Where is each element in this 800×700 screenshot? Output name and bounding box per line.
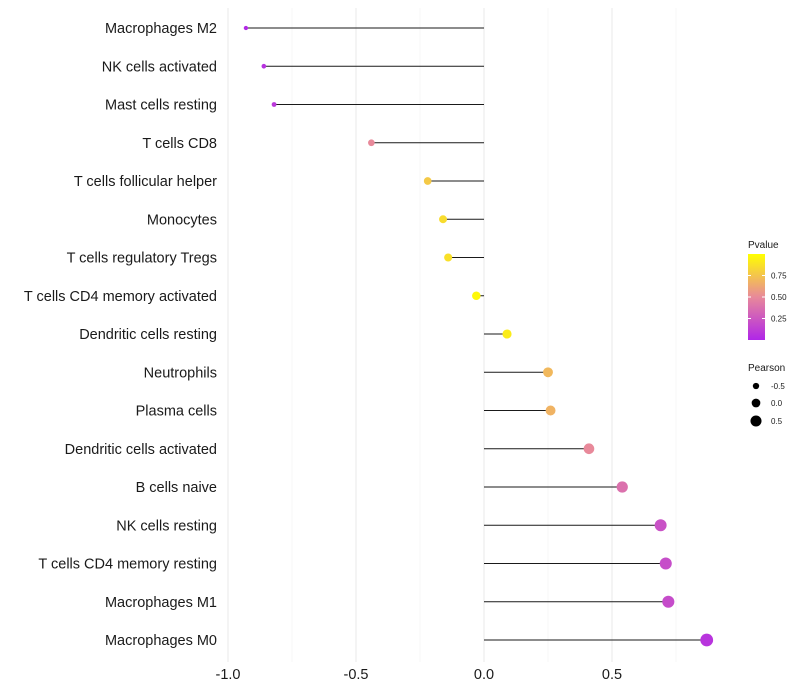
category-label: T cells CD4 memory resting [38,557,217,573]
lollipop-point [472,291,481,301]
category-label: Macrophages M1 [105,595,217,611]
x-tick-label: -1.0 [216,667,241,683]
legend-color-title: Pvalue [748,240,779,251]
category-label: Mast cells resting [105,98,217,114]
lollipop-point [271,102,277,107]
size-legend-point [752,382,760,390]
lollipop-point [583,443,595,455]
x-tick-labels: -1.0 -0.5 0.0 0.5 [216,667,623,683]
lollipop-point [439,215,448,224]
lollipop-point [423,177,432,185]
lollipop-point [700,633,714,647]
lollipop-point [243,25,249,31]
category-label: Monocytes [147,212,217,228]
category-label: B cells naive [136,480,217,496]
category-label: Dendritic cells activated [65,442,217,458]
colorbar-tick-label: 0.75 [771,272,787,281]
category-label: NK cells activated [102,59,217,75]
lollipop-point [616,481,628,493]
lollipop-point [261,63,267,69]
category-label: T cells follicular helper [74,174,217,190]
category-label: Plasma cells [136,404,217,420]
lollipop-points [243,25,714,647]
x-tick-label: -0.5 [344,667,369,683]
category-label: Neutrophils [144,365,217,381]
lollipop-point [368,139,375,147]
legend: Pvalue Pearson 0.75 0.50 0.25 -0.5 0.0 0.5 [748,240,787,427]
colorbar-tick-label: 0.50 [771,293,787,302]
x-tick-label: 0.5 [602,667,622,683]
x-tick-label: 0.0 [474,667,494,683]
lollipop-stems [245,27,707,641]
category-label: Macrophages M0 [105,633,217,649]
size-legend-label: -0.5 [771,382,785,391]
lollipop-point [502,329,512,339]
legend-size-title: Pearson [748,363,785,374]
lollipop-point [543,367,553,378]
grid-lines [227,8,677,662]
lollipop-point [659,557,672,570]
size-legend-point [751,398,761,408]
legend-colorbar [748,254,765,340]
category-label: Dendritic cells resting [79,327,217,343]
category-label: T cells CD4 memory activated [24,289,217,305]
category-labels: Macrophages M2 NK cells activated Mast cel… [24,21,217,649]
category-label: T cells CD8 [142,136,217,152]
lollipop-point [444,253,453,262]
size-legend-label: 0.0 [771,399,783,408]
category-label: T cells regulatory Tregs [67,251,217,267]
size-legend-point [750,415,762,427]
lollipop-point [545,405,556,416]
size-legend-label: 0.5 [771,417,783,426]
colorbar-tick-label: 0.25 [771,315,787,324]
lollipop-point [654,519,667,532]
lollipop-point [662,595,675,608]
category-label: NK cells resting [116,518,217,534]
category-label: Macrophages M2 [105,21,217,37]
